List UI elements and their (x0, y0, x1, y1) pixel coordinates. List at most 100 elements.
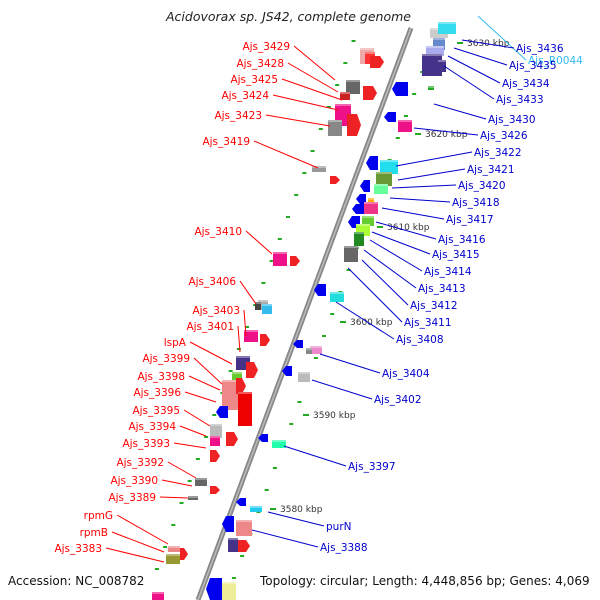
label-connector (433, 103, 487, 120)
minor-gene-mark (285, 216, 290, 218)
gene-label-ajs-3398: Ajs_3398 (137, 371, 185, 383)
label-connector (347, 267, 403, 323)
label-connector (361, 259, 409, 306)
label-connector (237, 325, 241, 353)
label-connector (395, 151, 473, 167)
gene-block (328, 120, 342, 136)
scale-label: 3590 kbp (313, 411, 356, 421)
minor-gene-mark (187, 480, 192, 482)
minor-gene-mark (297, 401, 302, 403)
gene-arrow (360, 180, 370, 192)
minor-gene-mark (313, 357, 318, 359)
gene-label-ajs-3420: Ajs_3420 (458, 180, 506, 192)
label-connector (369, 239, 423, 272)
gene-block (398, 120, 412, 132)
gene-block (272, 440, 286, 448)
gene-label-ajs-3403: Ajs_3403 (192, 305, 240, 317)
label-connector (461, 39, 515, 49)
gene-label-ajs-3436: Ajs_3436 (516, 43, 564, 55)
minor-gene-mark (310, 150, 315, 152)
gene-label-ajs-3394: Ajs_3394 (128, 421, 176, 433)
gene-arrow (347, 114, 361, 136)
gene-label-rpmb: rpmB (80, 527, 108, 539)
gene-label-ajs-3434: Ajs_3434 (502, 78, 550, 90)
gene-arrow (282, 366, 292, 376)
minor-gene-mark (245, 326, 250, 328)
gene-label-ajs-3424: Ajs_3424 (221, 90, 269, 102)
minor-gene-mark (269, 260, 274, 262)
gene-arrow (210, 450, 220, 462)
gene-label-ajs-3414: Ajs_3414 (424, 266, 472, 278)
gene-arrow (238, 540, 250, 552)
gene-label-ajs-3413: Ajs_3413 (418, 283, 466, 295)
gene-label-ajs-3426: Ajs_3426 (480, 130, 528, 142)
gene-label-rpmg: rpmG (84, 510, 113, 522)
gene-label-ajs-3395: Ajs_3395 (132, 405, 180, 417)
gene-arrow (366, 156, 378, 170)
label-connector (189, 341, 233, 365)
gene-label-ajs-3423: Ajs_3423 (214, 110, 262, 122)
minor-gene-mark (302, 172, 307, 174)
minor-gene-mark (403, 115, 408, 117)
gene-arrow (363, 86, 377, 100)
label-connector (287, 62, 339, 93)
minor-gene-mark (272, 467, 277, 469)
minor-gene-mark (277, 238, 282, 240)
gene-arrow (206, 578, 222, 600)
gene-label-ajs-3408: Ajs_3408 (396, 334, 444, 346)
minor-gene-mark (154, 568, 159, 570)
label-connector (363, 249, 417, 289)
label-connector (447, 55, 501, 84)
gene-arrow (370, 56, 384, 68)
label-connector (239, 280, 257, 305)
label-connector (184, 391, 217, 403)
gene-label-ajs-3415: Ajs_3415 (432, 249, 480, 261)
minor-gene-mark (289, 423, 294, 425)
minor-gene-mark (195, 458, 200, 460)
gene-block (222, 380, 240, 410)
gene-label-ajs-3428: Ajs_3428 (236, 58, 284, 70)
gene-block (306, 348, 312, 354)
gene-label-ajs-3429: Ajs_3429 (242, 41, 290, 53)
gene-block (255, 302, 261, 310)
gene-label-ajs-3397: Ajs_3397 (348, 461, 396, 473)
gene-block (238, 392, 252, 426)
label-connector (453, 47, 508, 66)
gene-label-ajs-3422: Ajs_3422 (474, 147, 522, 159)
gene-block (422, 54, 442, 76)
label-connector (389, 197, 451, 203)
label-connector (267, 511, 325, 527)
gene-block (376, 172, 392, 186)
gene-block (236, 520, 252, 536)
gene-block (188, 496, 198, 500)
minor-gene-mark (171, 524, 176, 526)
gene-block (330, 292, 344, 302)
gene-arrow (258, 434, 268, 442)
minor-gene-mark (236, 348, 241, 350)
minor-gene-mark (294, 194, 299, 196)
label-connector (477, 15, 527, 61)
gene-label-ajs-3412: Ajs_3412 (410, 300, 458, 312)
gene-block (152, 592, 164, 600)
scale-label: 3620 kbp (425, 130, 468, 140)
label-connector (319, 353, 381, 374)
gene-label-ajs-3419: Ajs_3419 (202, 136, 250, 148)
scale-label: 3580 kbp (280, 505, 323, 515)
label-connector (413, 127, 479, 136)
minor-gene-mark (412, 93, 417, 95)
gene-arrow (356, 194, 366, 204)
gene-label-ajs-3401: Ajs_3401 (186, 321, 234, 333)
gene-block (374, 184, 388, 194)
gene-arrow (290, 256, 300, 266)
gene-block (310, 346, 322, 354)
gene-block (222, 582, 236, 600)
label-connector (116, 514, 169, 545)
gene-block (354, 232, 364, 246)
gene-label-ajs-3399: Ajs_3399 (142, 353, 190, 365)
label-connector (391, 184, 457, 189)
topology-text: Topology: circular; Length: 4,448,856 bp… (260, 574, 590, 588)
minor-gene-mark (335, 84, 340, 86)
label-connector (443, 65, 495, 100)
gene-label-ajs-3421: Ajs_3421 (467, 164, 515, 176)
label-connector (105, 547, 165, 563)
